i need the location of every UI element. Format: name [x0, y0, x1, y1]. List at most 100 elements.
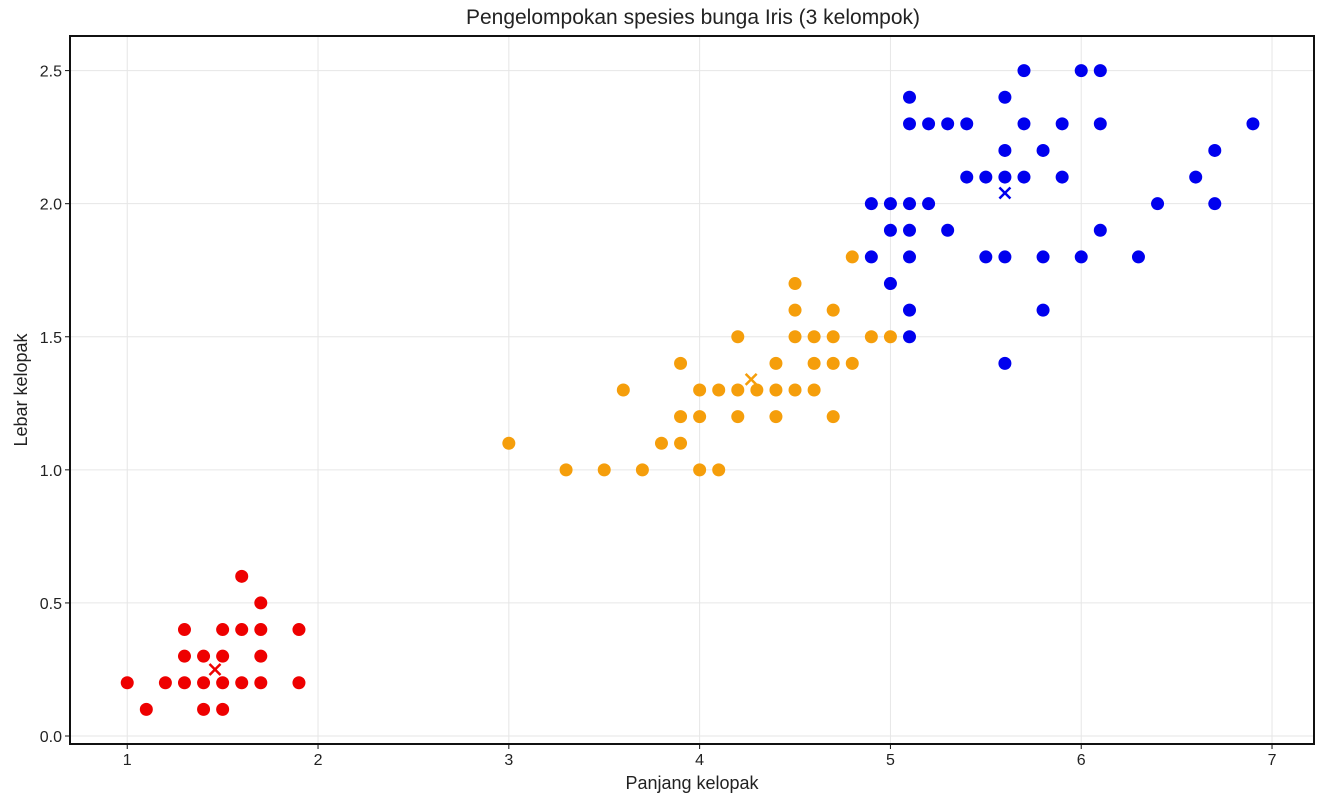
data-point: [177, 623, 191, 637]
data-point: [1208, 143, 1222, 157]
y-tick-label: 0.0: [40, 729, 62, 746]
y-tick-label: 2.0: [40, 197, 62, 214]
data-point: [922, 197, 936, 211]
data-point: [769, 383, 783, 397]
data-points: [120, 64, 1260, 716]
data-point: [1055, 117, 1069, 131]
data-point: [731, 330, 745, 344]
data-point: [788, 303, 802, 317]
data-point: [292, 623, 306, 637]
data-point: [1017, 170, 1031, 184]
data-point: [826, 356, 840, 370]
data-point: [1189, 170, 1203, 184]
data-point: [1093, 223, 1107, 237]
data-point: [941, 223, 955, 237]
y-tick-label: 2.5: [40, 64, 62, 81]
data-point: [1093, 64, 1107, 78]
data-point: [769, 356, 783, 370]
data-point: [903, 303, 917, 317]
chart-title: Pengelompokan spesies bunga Iris (3 kelo…: [466, 6, 920, 29]
data-point: [616, 383, 630, 397]
data-point: [197, 649, 211, 663]
x-axis-label: Panjang kelopak: [625, 773, 759, 793]
data-point: [845, 356, 859, 370]
data-point: [1017, 117, 1031, 131]
data-point: [998, 356, 1012, 370]
data-point: [216, 702, 230, 716]
data-point: [1036, 143, 1050, 157]
y-tick-label: 1.5: [40, 330, 62, 347]
data-point: [788, 330, 802, 344]
data-point: [177, 676, 191, 690]
x-tick-label: 1: [123, 752, 132, 769]
data-point: [903, 117, 917, 131]
data-point: [635, 463, 649, 477]
data-point: [502, 436, 516, 450]
data-point: [903, 330, 917, 344]
data-point: [807, 356, 821, 370]
data-point: [769, 410, 783, 424]
data-point: [1055, 170, 1069, 184]
data-point: [960, 170, 974, 184]
data-point: [941, 117, 955, 131]
data-point: [883, 330, 897, 344]
x-tick-label: 3: [504, 752, 513, 769]
data-point: [883, 277, 897, 291]
data-point: [254, 623, 268, 637]
x-tick-label: 7: [1268, 752, 1277, 769]
y-axis-ticks: 0.0 0.5 1.0 1.5 2.0 2.5: [40, 64, 70, 746]
data-point: [1208, 197, 1222, 211]
data-point: [788, 277, 802, 291]
centroid-marker: [998, 186, 1012, 200]
data-point: [254, 649, 268, 663]
data-point: [292, 676, 306, 690]
data-point: [216, 623, 230, 637]
data-point: [979, 170, 993, 184]
data-point: [693, 410, 707, 424]
data-point: [559, 463, 573, 477]
x-tick-label: 4: [695, 752, 704, 769]
data-point: [216, 649, 230, 663]
data-point: [254, 676, 268, 690]
data-point: [1074, 250, 1088, 264]
data-point: [693, 463, 707, 477]
data-point: [235, 623, 249, 637]
data-point: [712, 463, 726, 477]
data-point: [597, 463, 611, 477]
data-point: [1151, 197, 1165, 211]
data-point: [235, 676, 249, 690]
y-axis-label: Lebar kelopak: [11, 332, 31, 446]
data-point: [216, 676, 230, 690]
data-point: [197, 702, 211, 716]
data-point: [788, 383, 802, 397]
data-point: [1246, 117, 1260, 131]
data-point: [807, 330, 821, 344]
data-point: [177, 649, 191, 663]
grid: [70, 36, 1314, 744]
data-point: [998, 170, 1012, 184]
data-point: [883, 197, 897, 211]
y-tick-label: 0.5: [40, 596, 62, 613]
data-point: [807, 383, 821, 397]
data-point: [1036, 250, 1050, 264]
data-point: [979, 250, 993, 264]
data-point: [903, 223, 917, 237]
data-point: [903, 250, 917, 264]
centroid-marker: [744, 372, 758, 386]
data-point: [1093, 117, 1107, 131]
data-point: [922, 117, 936, 131]
data-point: [120, 676, 134, 690]
data-point: [845, 250, 859, 264]
data-point: [1131, 250, 1145, 264]
data-point: [693, 383, 707, 397]
data-point: [864, 330, 878, 344]
y-tick-label: 1.0: [40, 463, 62, 480]
data-point: [674, 410, 688, 424]
data-point: [674, 436, 688, 450]
plot-frame: [69, 35, 1315, 745]
data-point: [731, 410, 745, 424]
data-point: [1017, 64, 1031, 78]
centroids: [208, 186, 1012, 676]
data-point: [826, 330, 840, 344]
